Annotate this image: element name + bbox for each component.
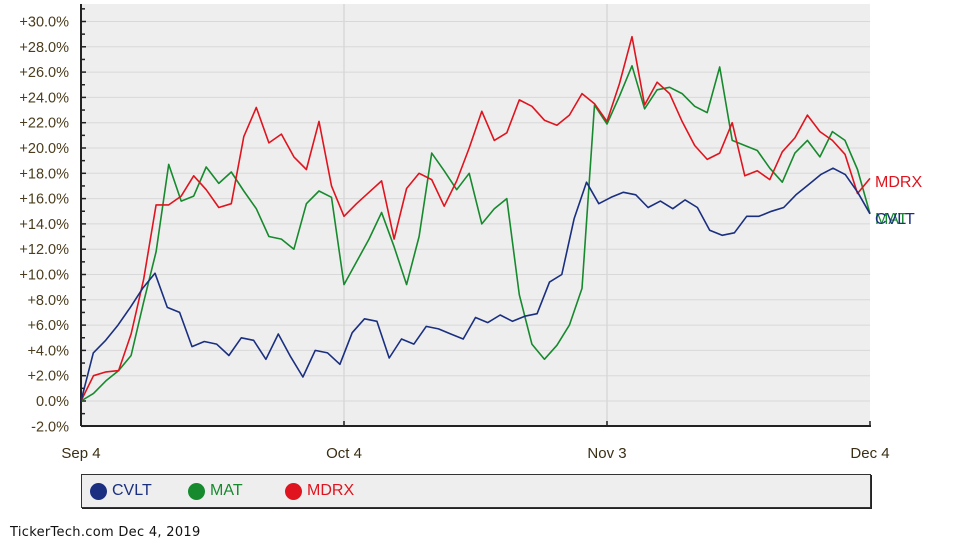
legend-item-mat[interactable]: MAT — [188, 482, 243, 500]
y-tick-label: 0.0% — [36, 394, 69, 410]
y-tick-label: +10.0% — [19, 268, 69, 284]
y-tick-label: +28.0% — [19, 40, 69, 56]
legend-label: MDRX — [307, 482, 355, 499]
series-line-mdrx — [80, 35, 871, 402]
legend-label: MAT — [210, 482, 243, 499]
legend-label: CVLT — [112, 482, 152, 499]
legend-item-mdrx[interactable]: MDRX — [285, 482, 354, 500]
y-tick-label: +16.0% — [19, 192, 69, 208]
y-tick-label: +26.0% — [19, 65, 69, 81]
y-tick-label: +30.0% — [19, 15, 69, 31]
y-tick-label: +20.0% — [19, 141, 69, 157]
y-tick-label: +14.0% — [19, 217, 69, 233]
series-line-mat — [80, 65, 871, 402]
x-tick-label: Dec 4 — [850, 445, 889, 462]
x-axis-ticks: Sep 4 Oct 4 Nov 3 Dec 4 — [61, 445, 889, 462]
legend-dot-icon — [285, 482, 302, 500]
end-label-cvlt: CVLT — [875, 211, 915, 228]
y-tick-label: +24.0% — [19, 90, 69, 106]
legend-dot-icon — [188, 482, 205, 500]
legend-dot-icon — [90, 482, 107, 500]
x-tick-label: Sep 4 — [61, 445, 100, 462]
y-tick-label: +6.0% — [27, 318, 69, 334]
series-lines — [80, 35, 871, 402]
x-tick-label: Nov 3 — [587, 445, 626, 462]
chart: +30.0% +28.0% +26.0% +24.0% +22.0% +20.0% +18.… — [19, 4, 922, 462]
y-axis-ticks: +30.0% +28.0% +26.0% +24.0% +22.0% +20.0% +18.… — [19, 15, 69, 436]
y-tick-label: +22.0% — [19, 116, 69, 132]
y-tick-label: +18.0% — [19, 166, 69, 182]
y-tick-label: +4.0% — [27, 343, 69, 359]
footer-credit: TickerTech.com Dec 4, 2019 — [10, 525, 201, 540]
end-label-mdrx: MDRX — [875, 174, 922, 191]
y-tick-label: +2.0% — [27, 369, 69, 385]
y-tick-label: +8.0% — [27, 293, 69, 309]
legend: CVLT MAT MDRX — [81, 474, 871, 508]
series-line-cvlt — [80, 167, 871, 402]
plot-area — [81, 4, 870, 426]
axes — [80, 4, 871, 428]
legend-item-cvlt[interactable]: CVLT — [90, 482, 152, 500]
y-tick-label: -2.0% — [31, 419, 69, 435]
x-tick-label: Oct 4 — [326, 445, 362, 462]
y-tick-label: +12.0% — [19, 242, 69, 258]
end-label-mat: MAT — [875, 211, 908, 228]
